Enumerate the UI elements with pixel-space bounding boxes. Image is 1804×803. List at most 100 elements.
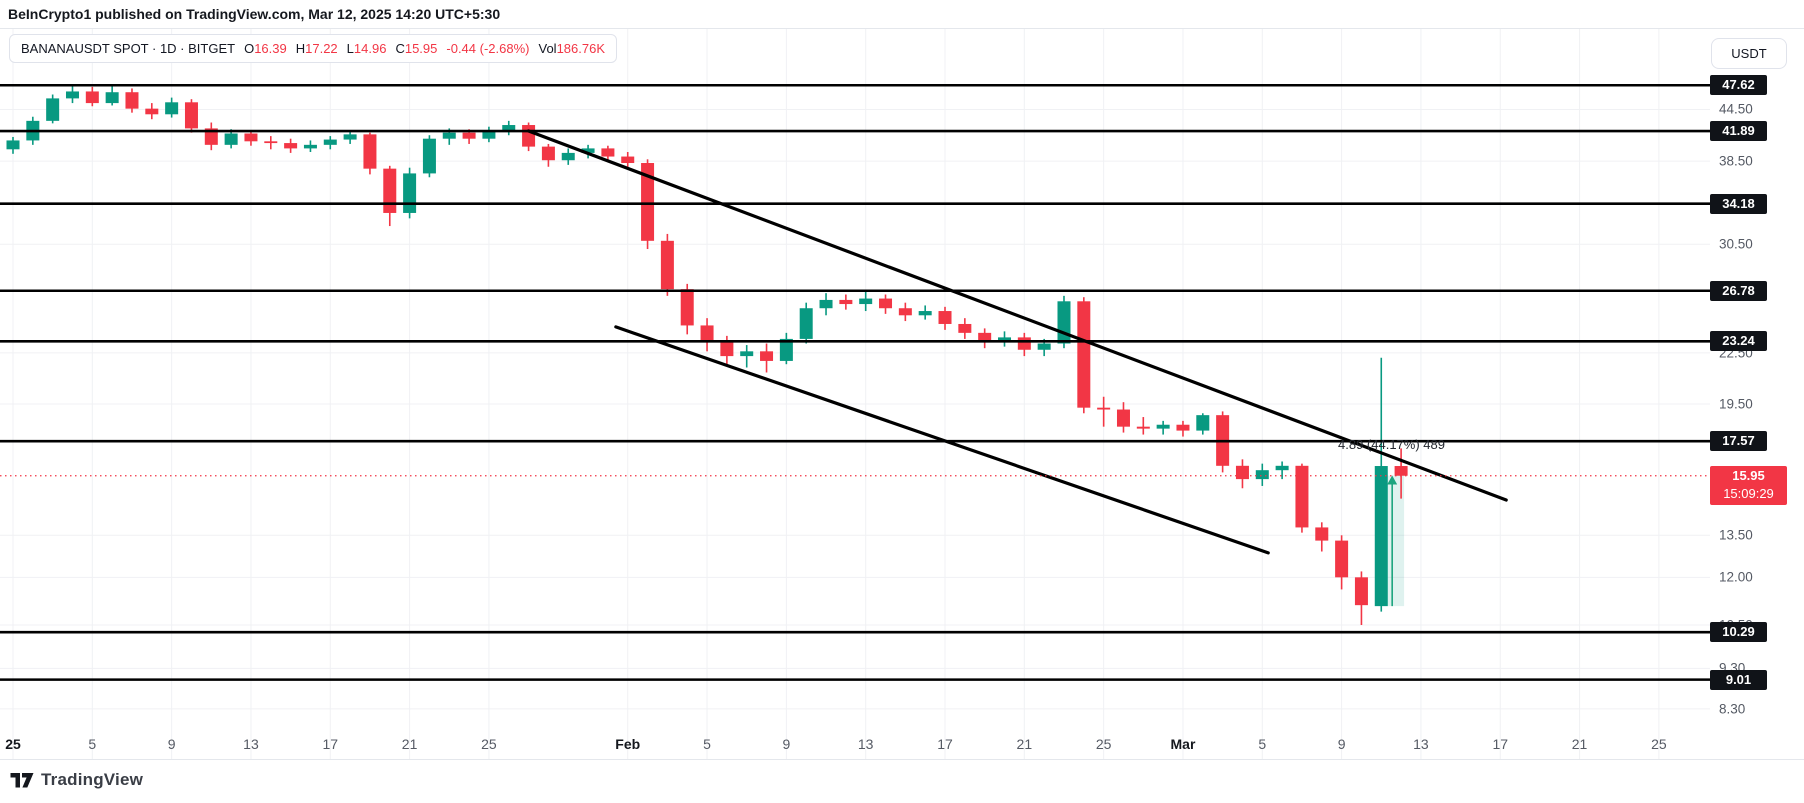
time-tick-label: 9 xyxy=(782,736,791,752)
time-tick-label: 21 xyxy=(401,736,418,752)
candle-body xyxy=(720,341,734,357)
time-tick-label: 9 xyxy=(1337,736,1346,752)
price-tick-label: 38.50 xyxy=(1719,153,1753,169)
line-price-label: 47.62 xyxy=(1710,75,1767,96)
time-tick-label: 17 xyxy=(322,736,339,752)
candle-body xyxy=(799,308,813,339)
current-price-countdown: 15:09:29 xyxy=(1723,485,1774,501)
time-tick-label: 9 xyxy=(167,736,176,752)
time-tick-label: 21 xyxy=(1571,736,1588,752)
time-tick-label: 25 xyxy=(5,736,21,752)
line-price-label: 10.29 xyxy=(1710,622,1767,643)
candle-body xyxy=(1176,424,1190,431)
candle-body xyxy=(898,308,912,316)
time-tick-label: Feb xyxy=(615,736,641,752)
candle-body xyxy=(145,108,159,115)
candle-body xyxy=(1354,577,1368,606)
close-value: 15.95 xyxy=(404,41,438,56)
price-tick-label: 44.50 xyxy=(1719,101,1753,117)
candle-body xyxy=(343,134,357,140)
trendline[interactable] xyxy=(526,129,1508,502)
candle-body xyxy=(1037,343,1051,350)
candle-body xyxy=(244,133,258,142)
candle-body xyxy=(165,102,179,115)
candle-body xyxy=(601,148,615,157)
low-value: 14.96 xyxy=(353,41,387,56)
candle-body xyxy=(1255,470,1269,480)
time-tick-label: 25 xyxy=(481,736,497,752)
volume-pair: Vol186.76K xyxy=(538,41,605,56)
tradingview-logo-icon xyxy=(10,772,34,787)
current-price-value: 15.95 xyxy=(1732,467,1765,483)
tradingview-attribution[interactable]: TradingView xyxy=(10,770,143,790)
candle-body xyxy=(1315,527,1329,541)
candle-body xyxy=(680,289,694,326)
candle-body xyxy=(502,125,516,131)
price-tick-label: 19.50 xyxy=(1719,396,1753,412)
time-tick-label: 13 xyxy=(243,736,259,752)
price-tick-label: 30.50 xyxy=(1719,236,1753,252)
currency-unit-button[interactable]: USDT xyxy=(1711,38,1787,69)
symbol-legend[interactable]: BANANAUSDT SPOT · 1D · BITGET O16.39 H17… xyxy=(9,34,617,63)
candle-body xyxy=(462,132,476,139)
candle-body xyxy=(1196,415,1210,431)
time-tick-label: 25 xyxy=(1095,736,1112,752)
candle-body xyxy=(442,132,456,139)
candle-body xyxy=(879,298,893,309)
measurement-label: 4.89 (44.17%) 489 xyxy=(1338,437,1445,452)
candle-body xyxy=(621,156,635,164)
line-price-label: 9.01 xyxy=(1710,669,1767,690)
current-price-label: 15.95 15:09:29 xyxy=(1710,465,1787,505)
candle-body xyxy=(1156,424,1170,429)
tradingview-brand-text: TradingView xyxy=(41,770,144,789)
candle-body xyxy=(700,325,714,342)
candle-body xyxy=(779,338,793,361)
candle-body xyxy=(522,125,536,147)
candle-body xyxy=(641,163,655,241)
candle-body xyxy=(46,98,60,121)
candle-body xyxy=(264,141,278,144)
candle-body xyxy=(482,130,496,139)
trendline[interactable] xyxy=(614,325,1270,555)
time-tick-label: 21 xyxy=(1016,736,1033,752)
candle-body xyxy=(561,152,575,161)
candle-body xyxy=(422,138,436,174)
plot-area[interactable] xyxy=(0,29,1804,759)
time-tick-label: Mar xyxy=(1170,736,1196,752)
open-value: 16.39 xyxy=(254,41,287,56)
candle-body xyxy=(581,148,595,153)
low-pair: L14.96 xyxy=(346,41,387,56)
candle-body xyxy=(1295,465,1309,528)
time-tick-label: 17 xyxy=(937,736,953,752)
high-value: 17.22 xyxy=(305,41,338,56)
chart-container: BANANAUSDT SPOT · 1D · BITGET O16.39 H17… xyxy=(0,28,1804,760)
candle-body xyxy=(184,102,198,129)
line-price-label: 23.24 xyxy=(1710,331,1767,352)
candle-body xyxy=(918,311,932,316)
line-price-label: 17.57 xyxy=(1710,431,1767,452)
candle-body xyxy=(125,92,139,109)
candle-body xyxy=(323,139,337,145)
candle-body xyxy=(65,91,79,99)
candle-body xyxy=(1097,407,1111,410)
time-tick-label: 13 xyxy=(857,736,874,752)
open-pair: O16.39 xyxy=(244,41,287,56)
time-tick-label: 17 xyxy=(1492,736,1509,752)
candle-body xyxy=(958,323,972,333)
candle-body xyxy=(1017,337,1031,350)
candle-body xyxy=(819,299,833,309)
time-tick-label: 13 xyxy=(1413,736,1429,752)
candle-body xyxy=(660,240,674,290)
candle-body xyxy=(284,143,298,149)
candle-body xyxy=(1057,301,1071,344)
candle-body xyxy=(204,128,218,145)
candle-body xyxy=(105,92,119,104)
price-tick-label: 8.30 xyxy=(1719,701,1746,717)
line-price-label: 34.18 xyxy=(1710,193,1767,214)
price-tick-label: 12.00 xyxy=(1719,569,1753,585)
candle-body xyxy=(839,299,853,305)
time-tick-label: 25 xyxy=(1651,736,1667,752)
candle-body xyxy=(998,337,1011,342)
candle-body xyxy=(760,351,774,361)
candle-body xyxy=(1116,409,1130,427)
